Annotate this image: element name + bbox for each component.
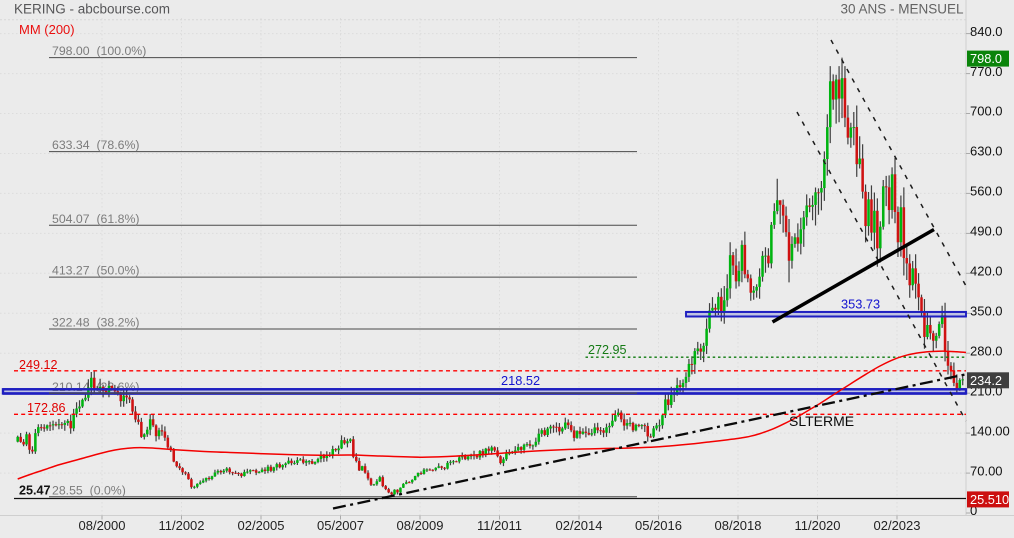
svg-text:30 ANS - MENSUEL: 30 ANS - MENSUEL [840, 1, 964, 16]
svg-text:140.00: 140.00 [970, 423, 1010, 438]
svg-text:234.2: 234.2 [970, 373, 1002, 388]
svg-text:08/2018: 08/2018 [715, 518, 762, 533]
svg-text:172.86: 172.86 [27, 401, 66, 415]
svg-text:08/2009: 08/2009 [397, 518, 444, 533]
svg-text:560.0: 560.0 [970, 184, 1003, 199]
svg-text:05/2007: 05/2007 [317, 518, 364, 533]
svg-text:770.0: 770.0 [970, 64, 1003, 79]
svg-text:413.27 (50.0%): 413.27 (50.0%) [52, 264, 140, 278]
svg-text:11/2002: 11/2002 [158, 518, 204, 533]
svg-text:798.00 (100.0%): 798.00 (100.0%) [52, 44, 146, 58]
svg-text:MM (200): MM (200) [19, 22, 75, 37]
svg-text:840.0: 840.0 [970, 24, 1003, 39]
svg-text:02/2014: 02/2014 [556, 518, 603, 533]
svg-text:700.0: 700.0 [970, 104, 1003, 119]
svg-text:353.73: 353.73 [841, 296, 880, 311]
svg-text:28.55 (0.0%): 28.55 (0.0%) [52, 484, 126, 498]
svg-text:350.0: 350.0 [970, 304, 1003, 319]
svg-text:SLTERME: SLTERME [789, 413, 854, 429]
svg-text:11/2011: 11/2011 [477, 518, 522, 533]
svg-text:322.48 (38.2%): 322.48 (38.2%) [52, 316, 140, 330]
svg-text:11/2020: 11/2020 [794, 518, 840, 533]
svg-text:0: 0 [970, 503, 977, 518]
svg-text:KERING - abcbourse.com: KERING - abcbourse.com [14, 2, 170, 17]
svg-text:490.0: 490.0 [970, 224, 1003, 239]
svg-text:08/2000: 08/2000 [79, 518, 126, 533]
svg-text:504.07 (61.8%): 504.07 (61.8%) [52, 212, 140, 226]
svg-text:02/2005: 02/2005 [238, 518, 285, 533]
svg-text:630.0: 630.0 [970, 144, 1003, 159]
svg-text:280.0: 280.0 [970, 343, 1003, 358]
svg-text:798.0: 798.0 [970, 51, 1002, 66]
svg-text:218.52: 218.52 [501, 373, 540, 388]
svg-text:02/2023: 02/2023 [874, 518, 921, 533]
svg-text:249.12: 249.12 [19, 358, 58, 372]
svg-text:420.0: 420.0 [970, 264, 1003, 279]
svg-text:25.47: 25.47 [19, 484, 51, 498]
svg-text:272.95: 272.95 [588, 343, 627, 357]
svg-text:70.00: 70.00 [970, 463, 1003, 478]
svg-text:05/2016: 05/2016 [635, 518, 682, 533]
svg-text:25.510: 25.510 [970, 492, 1009, 507]
svg-text:633.34 (78.6%): 633.34 (78.6%) [52, 138, 140, 152]
